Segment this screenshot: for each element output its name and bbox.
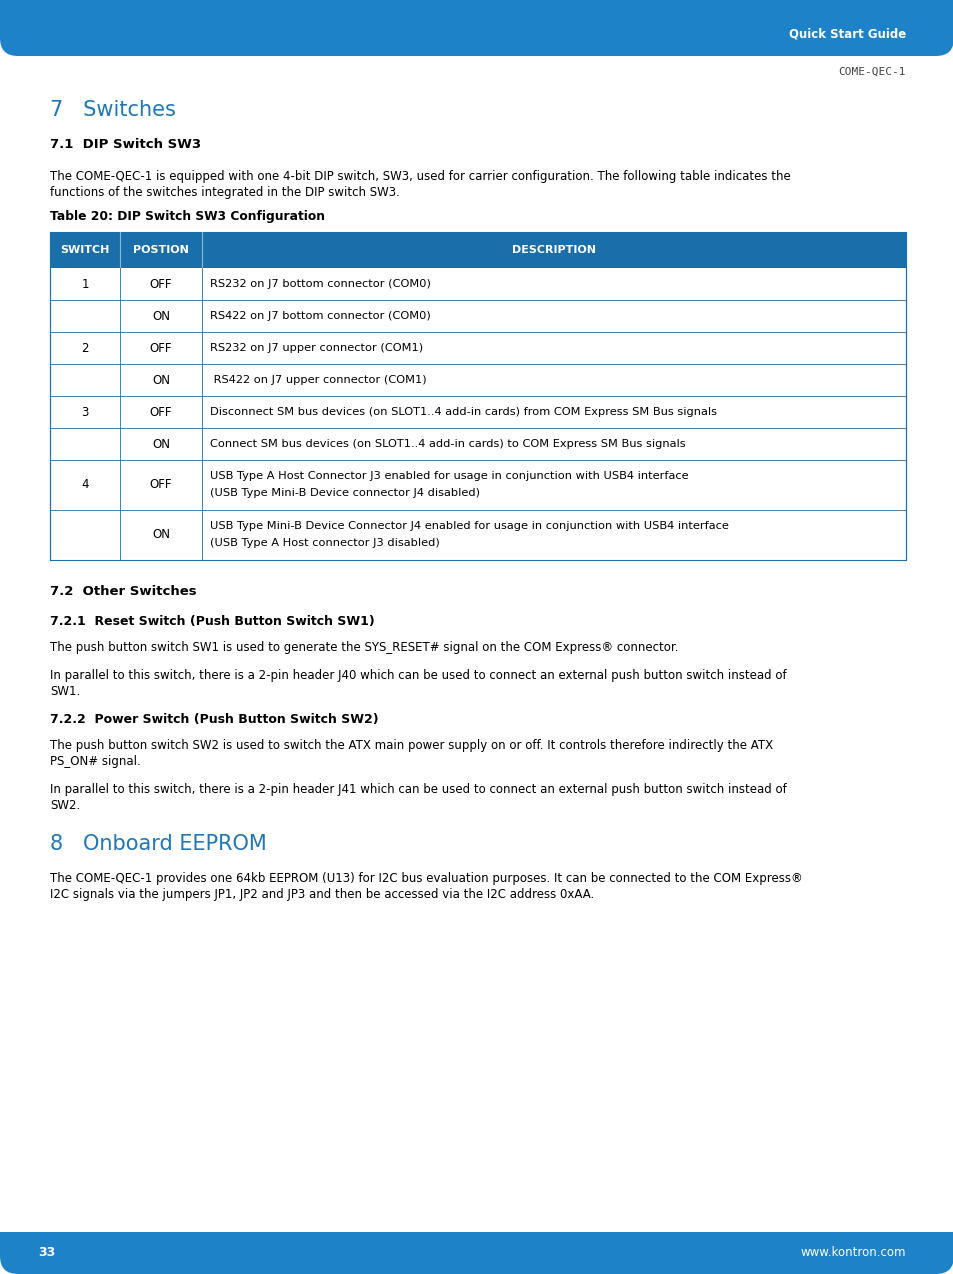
Text: SWITCH: SWITCH bbox=[60, 245, 110, 255]
Bar bbox=[50, 460, 905, 510]
Text: Quick Start Guide: Quick Start Guide bbox=[788, 28, 905, 41]
Text: 7.2  Other Switches: 7.2 Other Switches bbox=[50, 585, 196, 598]
Bar bbox=[50, 510, 905, 561]
Text: 8   Onboard EEPROM: 8 Onboard EEPROM bbox=[50, 834, 267, 854]
Text: 4: 4 bbox=[81, 479, 89, 492]
Text: PS_ON# signal.: PS_ON# signal. bbox=[50, 755, 141, 768]
Text: The push button switch SW1 is used to generate the SYS_RESET# signal on the COM : The push button switch SW1 is used to ge… bbox=[50, 641, 678, 654]
Text: OFF: OFF bbox=[150, 405, 172, 418]
Bar bbox=[0, 1232, 953, 1256]
Text: OFF: OFF bbox=[150, 341, 172, 354]
Text: Table 20: DIP Switch SW3 Configuration: Table 20: DIP Switch SW3 Configuration bbox=[50, 210, 325, 223]
Bar bbox=[50, 232, 905, 561]
Bar bbox=[50, 268, 905, 299]
Text: RS422 on J7 bottom connector (COM0): RS422 on J7 bottom connector (COM0) bbox=[210, 311, 431, 321]
Text: In parallel to this switch, there is a 2-pin header J41 which can be used to con: In parallel to this switch, there is a 2… bbox=[50, 784, 786, 796]
Text: In parallel to this switch, there is a 2-pin header J40 which can be used to con: In parallel to this switch, there is a 2… bbox=[50, 669, 786, 682]
Text: 3: 3 bbox=[81, 405, 89, 418]
Text: 1: 1 bbox=[81, 278, 89, 290]
Text: OFF: OFF bbox=[150, 479, 172, 492]
Text: 7   Switches: 7 Switches bbox=[50, 99, 175, 120]
Text: Disconnect SM bus devices (on SLOT1..4 add-in cards) from COM Express SM Bus sig: Disconnect SM bus devices (on SLOT1..4 a… bbox=[210, 406, 717, 417]
Text: SW2.: SW2. bbox=[50, 799, 80, 812]
Text: ON: ON bbox=[152, 437, 170, 451]
Bar bbox=[50, 396, 905, 428]
Text: 7.2.2  Power Switch (Push Button Switch SW2): 7.2.2 Power Switch (Push Button Switch S… bbox=[50, 713, 378, 726]
Text: POSTION: POSTION bbox=[132, 245, 189, 255]
Text: COME-QEC-1: COME-QEC-1 bbox=[838, 68, 905, 76]
Text: The COME-QEC-1 provides one 64kb EEPROM (U13) for I2C bus evaluation purposes. I: The COME-QEC-1 provides one 64kb EEPROM … bbox=[50, 871, 801, 885]
FancyBboxPatch shape bbox=[0, 0, 953, 56]
Bar bbox=[0, 0, 953, 38]
Bar bbox=[50, 333, 905, 364]
Text: USB Type A Host Connector J3 enabled for usage in conjunction with USB4 interfac: USB Type A Host Connector J3 enabled for… bbox=[210, 471, 688, 482]
Text: 33: 33 bbox=[38, 1246, 55, 1260]
FancyBboxPatch shape bbox=[0, 1232, 953, 1274]
Text: The push button switch SW2 is used to switch the ATX main power supply on or off: The push button switch SW2 is used to sw… bbox=[50, 739, 772, 752]
Text: (USB Type Mini-B Device connector J4 disabled): (USB Type Mini-B Device connector J4 dis… bbox=[210, 488, 479, 498]
Text: The COME-QEC-1 is equipped with one 4-bit DIP switch, SW3, used for carrier conf: The COME-QEC-1 is equipped with one 4-bi… bbox=[50, 169, 790, 183]
Text: USB Type Mini-B Device Connector J4 enabled for usage in conjunction with USB4 i: USB Type Mini-B Device Connector J4 enab… bbox=[210, 521, 728, 531]
Text: 2: 2 bbox=[81, 341, 89, 354]
Bar bbox=[50, 364, 905, 396]
Text: SW1.: SW1. bbox=[50, 685, 80, 698]
Text: www.kontron.com: www.kontron.com bbox=[800, 1246, 905, 1260]
Text: I2C signals via the jumpers JP1, JP2 and JP3 and then be accessed via the I2C ad: I2C signals via the jumpers JP1, JP2 and… bbox=[50, 888, 594, 901]
Text: OFF: OFF bbox=[150, 278, 172, 290]
Text: ON: ON bbox=[152, 529, 170, 541]
Text: ON: ON bbox=[152, 310, 170, 322]
Text: functions of the switches integrated in the DIP switch SW3.: functions of the switches integrated in … bbox=[50, 186, 399, 199]
Text: Connect SM bus devices (on SLOT1..4 add-in cards) to COM Express SM Bus signals: Connect SM bus devices (on SLOT1..4 add-… bbox=[210, 440, 685, 448]
Text: RS232 on J7 bottom connector (COM0): RS232 on J7 bottom connector (COM0) bbox=[210, 279, 431, 289]
Bar bbox=[50, 299, 905, 333]
Bar bbox=[50, 428, 905, 460]
Text: 7.1  DIP Switch SW3: 7.1 DIP Switch SW3 bbox=[50, 138, 201, 152]
Bar bbox=[50, 232, 905, 268]
Text: 7.2.1  Reset Switch (Push Button Switch SW1): 7.2.1 Reset Switch (Push Button Switch S… bbox=[50, 615, 375, 628]
Text: ON: ON bbox=[152, 373, 170, 386]
Text: (USB Type A Host connector J3 disabled): (USB Type A Host connector J3 disabled) bbox=[210, 538, 439, 548]
Text: RS422 on J7 upper connector (COM1): RS422 on J7 upper connector (COM1) bbox=[210, 375, 426, 385]
Text: RS232 on J7 upper connector (COM1): RS232 on J7 upper connector (COM1) bbox=[210, 343, 423, 353]
Text: DESCRIPTION: DESCRIPTION bbox=[512, 245, 596, 255]
